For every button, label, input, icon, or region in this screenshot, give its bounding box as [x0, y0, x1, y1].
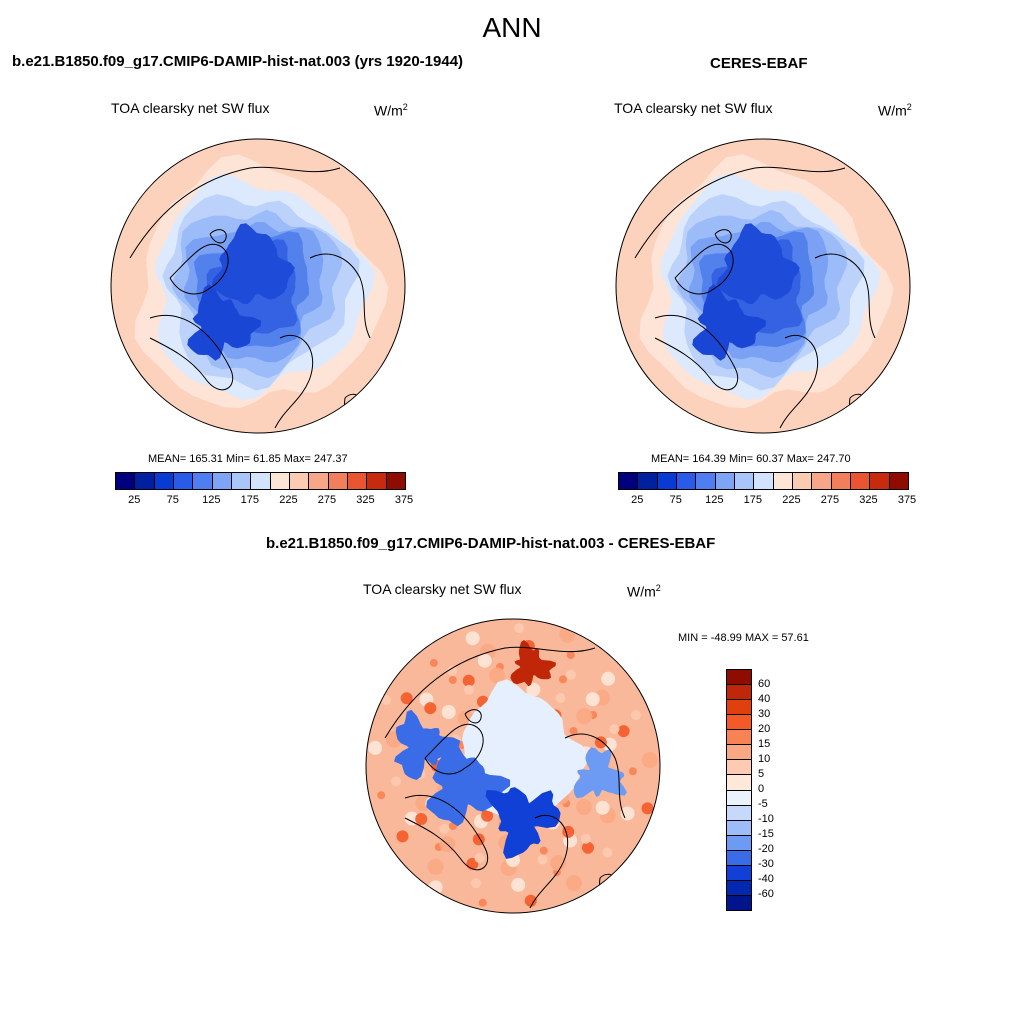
colorbar-tick-label: 225 [279, 494, 298, 506]
colorbar-tick-label: -60 [758, 888, 774, 900]
diff-panel-title: b.e21.B1850.f09_g17.CMIP6-DAMIP-hist-nat… [266, 535, 716, 552]
diff-stats: MIN = -48.99 MAX = 57.61 [678, 632, 809, 644]
colorbar-swatch [727, 670, 751, 686]
colorbar-swatch [727, 790, 751, 806]
colorbar-swatch [154, 473, 174, 489]
colorbar-tick-label: 25 [128, 494, 141, 506]
colorbar-tick-label: 25 [631, 494, 644, 506]
colorbar-swatch [850, 473, 871, 489]
colorbar-swatch [727, 685, 751, 701]
colorbar-swatch [135, 473, 155, 489]
colorbar-tick-label: 125 [202, 494, 221, 506]
colorbar-swatch [727, 805, 751, 821]
colorbar-swatch [347, 473, 368, 489]
colorbar-swatch [727, 880, 751, 896]
colorbar-swatch [309, 473, 329, 489]
colorbar-swatch [727, 700, 751, 716]
obs-unit-label: W/m2 [878, 102, 912, 119]
colorbar-tick-label: 175 [743, 494, 763, 506]
colorbar-tick-label: 5 [758, 768, 765, 780]
colorbar-swatch [727, 760, 751, 776]
colorbar-swatch [386, 473, 405, 489]
figure-title: ANN [482, 12, 542, 43]
colorbar-swatch [231, 473, 252, 489]
colorbar-swatch [251, 473, 271, 489]
diff-variable-label: TOA clearsky net SW flux [363, 581, 522, 597]
colorbar-tick-label: -10 [758, 813, 774, 825]
obs-variable-label: TOA clearsky net SW flux [614, 100, 773, 116]
colorbar-tick-label: 60 [758, 678, 771, 690]
colorbar-swatch [676, 473, 697, 489]
colorbar-tick-label: -20 [758, 843, 774, 855]
colorbar-swatch [754, 473, 774, 489]
colorbar-swatch [657, 473, 677, 489]
colorbar-swatch [173, 473, 194, 489]
diff-colorbar [726, 669, 752, 911]
colorbar-tick-label: 40 [758, 693, 771, 705]
colorbar-tick-label: 20 [758, 723, 771, 735]
colorbar-swatch [270, 473, 290, 489]
model-stats: MEAN= 165.31 Min= 61.85 Max= 247.37 [148, 453, 348, 465]
model-colorbar [115, 472, 406, 490]
colorbar-swatch [193, 473, 213, 489]
colorbar-tick-label: 10 [758, 753, 771, 765]
colorbar-tick-label: 325 [356, 494, 375, 506]
colorbar-tick-label: 375 [394, 494, 414, 506]
obs-panel-title: CERES-EBAF [710, 55, 808, 72]
colorbar-swatch [792, 473, 813, 489]
colorbar-tick-label: 125 [705, 494, 724, 506]
colorbar-swatch [696, 473, 716, 489]
colorbar-tick-label: 275 [317, 494, 337, 506]
colorbar-swatch [328, 473, 348, 489]
colorbar-swatch [870, 473, 890, 489]
colorbar-swatch [727, 730, 751, 746]
diff-unit-label: W/m2 [627, 583, 661, 600]
colorbar-swatch [734, 473, 755, 489]
colorbar-swatch [638, 473, 658, 489]
diff-polar-map [365, 618, 661, 914]
model-colorbar-labels: 25 75 125 175 225 275 325 375 [115, 494, 413, 508]
colorbar-tick-label: 275 [820, 494, 840, 506]
model-variable-label: TOA clearsky net SW flux [111, 100, 270, 116]
colorbar-swatch [727, 715, 751, 731]
colorbar-tick-label: 75 [166, 494, 179, 506]
colorbar-swatch [889, 473, 908, 489]
colorbar-tick-label: -5 [758, 798, 768, 810]
colorbar-tick-label: 175 [240, 494, 260, 506]
colorbar-swatch [715, 473, 735, 489]
colorbar-swatch [727, 775, 751, 791]
model-polar-map [110, 138, 406, 434]
colorbar-tick-label: 375 [897, 494, 917, 506]
colorbar-tick-label: 30 [758, 708, 771, 720]
obs-stats: MEAN= 164.39 Min= 60.37 Max= 247.70 [651, 453, 851, 465]
colorbar-tick-label: 0 [758, 783, 765, 795]
colorbar-swatch [812, 473, 832, 489]
colorbar-swatch [831, 473, 851, 489]
colorbar-swatch [727, 835, 751, 851]
colorbar-tick-label: 225 [782, 494, 801, 506]
colorbar-swatch [727, 850, 751, 866]
colorbar-tick-label: 325 [859, 494, 878, 506]
colorbar-swatch [773, 473, 793, 489]
colorbar-swatch [727, 895, 751, 910]
colorbar-swatch [289, 473, 310, 489]
colorbar-swatch [619, 473, 639, 489]
diff-colorbar-labels: 60 40 30 20 15 10 5 0 -5 -10 -15 -20 -30 -40 -60 [758, 669, 798, 911]
colorbar-tick-label: 15 [758, 738, 771, 750]
colorbar-tick-label: 75 [669, 494, 682, 506]
colorbar-swatch [727, 745, 751, 761]
colorbar-swatch [212, 473, 232, 489]
colorbar-swatch [727, 820, 751, 836]
model-unit-label: W/m2 [374, 102, 408, 119]
obs-polar-map [615, 138, 911, 434]
colorbar-swatch [116, 473, 136, 489]
colorbar-swatch [727, 865, 751, 881]
colorbar-swatch [367, 473, 387, 489]
colorbar-tick-label: -30 [758, 858, 774, 870]
model-panel-title: b.e21.B1850.f09_g17.CMIP6-DAMIP-hist-nat… [12, 53, 464, 70]
colorbar-tick-label: -40 [758, 873, 774, 885]
colorbar-tick-label: -15 [758, 828, 774, 840]
obs-colorbar-labels: 25 75 125 175 225 275 325 375 [618, 494, 916, 508]
obs-colorbar [618, 472, 909, 490]
